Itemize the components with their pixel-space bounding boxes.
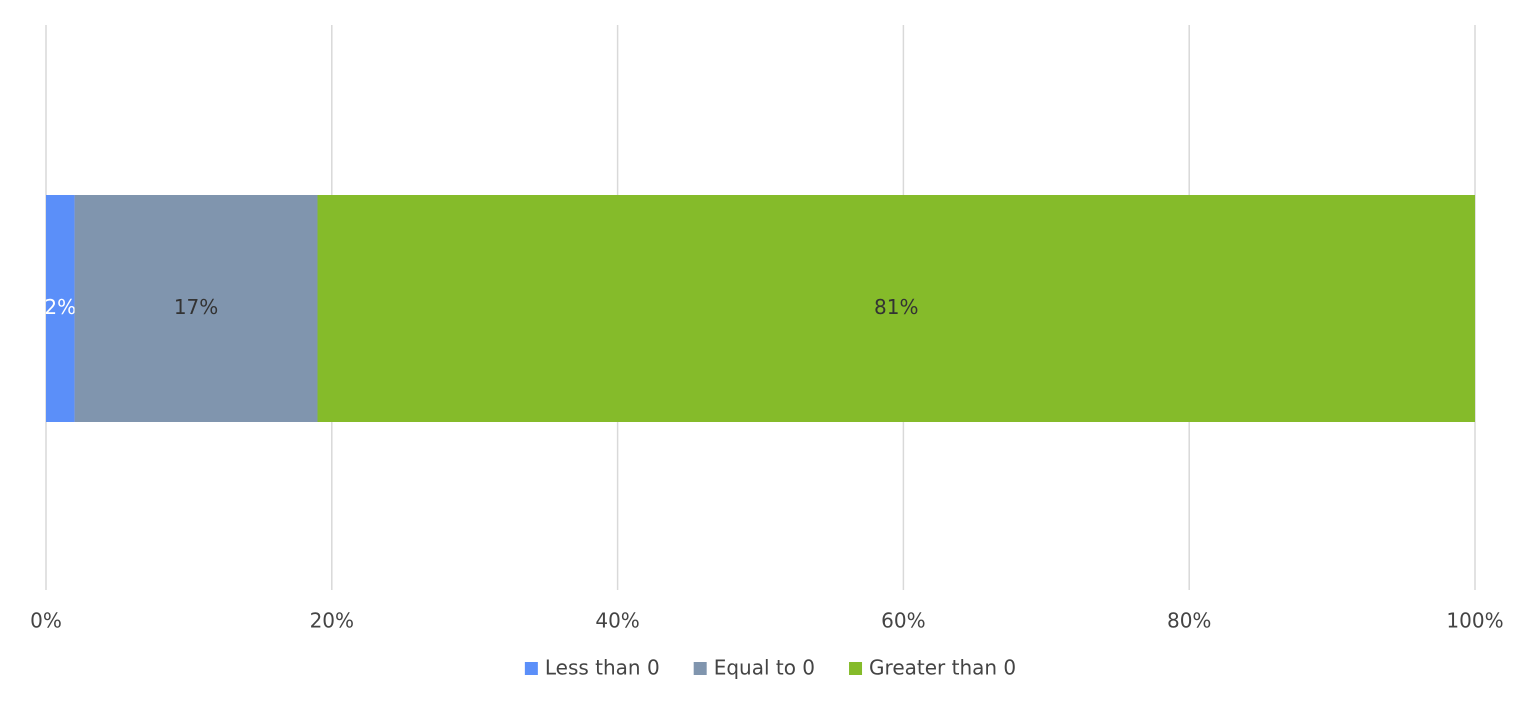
legend-swatch	[849, 662, 863, 675]
x-tick-label: 0%	[30, 609, 62, 633]
legend-swatch	[693, 662, 707, 675]
legend-label: Equal to 0	[714, 656, 815, 680]
bar-segment	[317, 195, 1475, 422]
x-tick-label: 40%	[595, 609, 639, 633]
x-tick-label: 100%	[1446, 609, 1503, 633]
legend-label: Greater than 0	[869, 656, 1016, 680]
x-tick-label: 80%	[1167, 609, 1211, 633]
bar-segment	[74, 195, 318, 422]
data-label: 81%	[874, 295, 918, 319]
x-tick-label: 60%	[881, 609, 925, 633]
data-label: 2%	[44, 295, 76, 319]
legend-swatch	[524, 662, 538, 675]
bar-segment	[46, 195, 75, 422]
data-label: 17%	[174, 295, 218, 319]
legend-label: Less than 0	[545, 656, 660, 680]
x-tick-label: 20%	[310, 609, 354, 633]
